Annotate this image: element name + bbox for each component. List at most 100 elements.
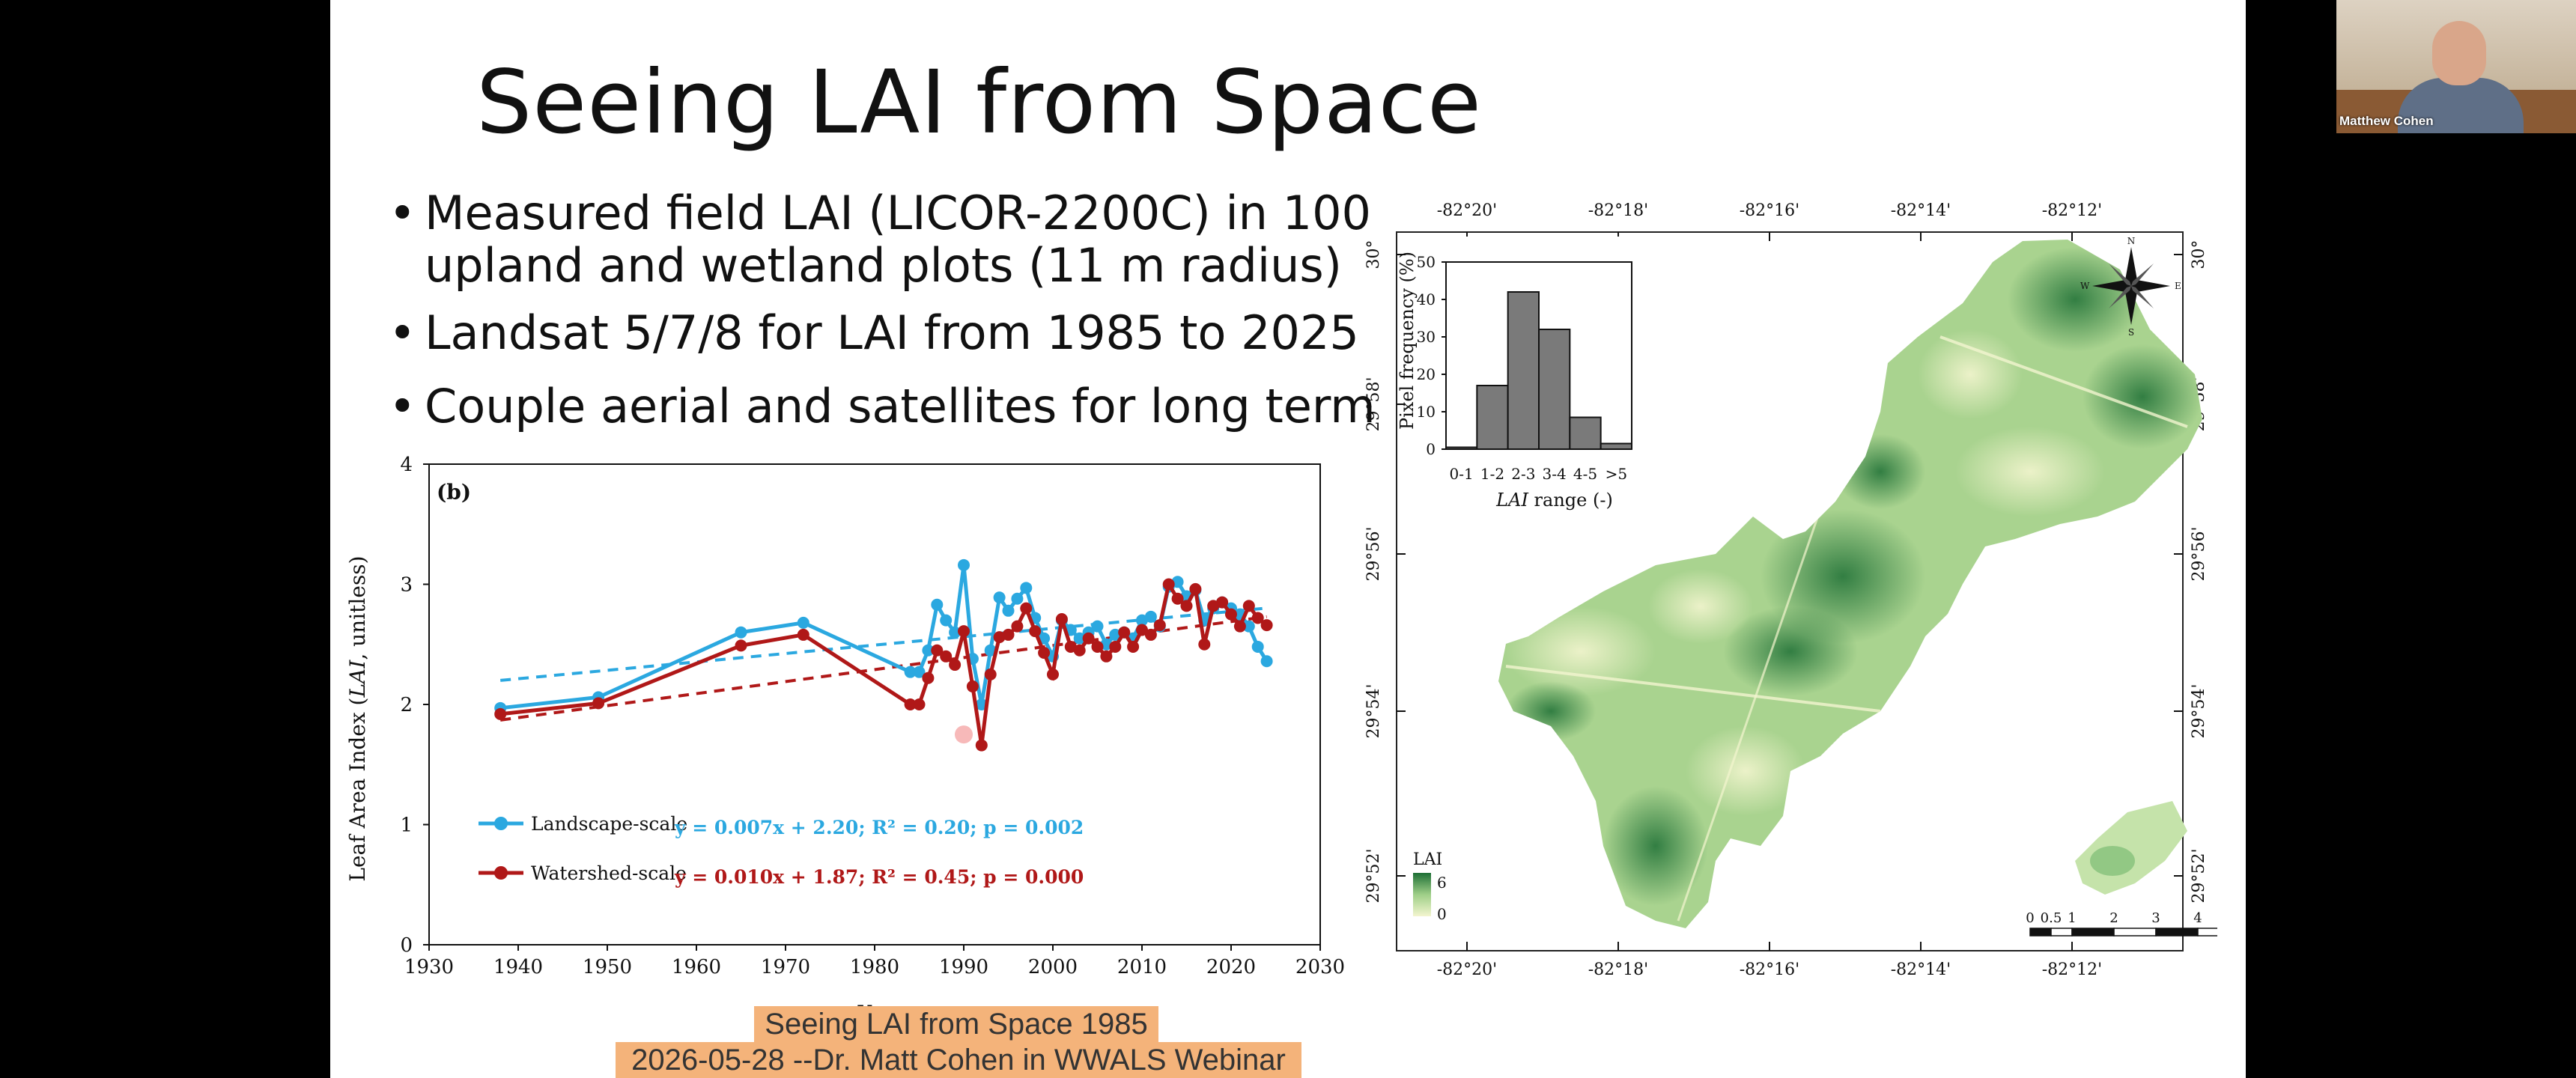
histogram-bar: [1600, 442, 1632, 450]
trend-line: [500, 606, 1267, 682]
scale-bar-label: 0: [2026, 910, 2034, 926]
histogram-y-tick-label: 40: [1417, 290, 1436, 308]
y-axis-label-suffix: , unitless): [345, 555, 370, 660]
histogram-x-tick-label: >5: [1606, 465, 1627, 483]
scale-bar-label: 2: [2109, 910, 2118, 926]
y-axis-label-prefix: Leaf Area Index (: [345, 698, 370, 882]
data-point: [993, 591, 1006, 604]
histogram-x-tick-label: 1-2: [1480, 465, 1504, 483]
histogram-y-tick-label: 20: [1417, 365, 1436, 383]
road-line: [1939, 335, 2188, 428]
data-point: [949, 659, 962, 672]
bullet-dot: •: [389, 379, 416, 433]
lai-patch: [2090, 846, 2135, 876]
data-point: [1242, 600, 1255, 612]
lai-time-series-chart: 1930 1940 1950 1960 1970 1980 1990 2000 2010 2020…: [345, 454, 1345, 1026]
x-tick-label: 2020: [1206, 956, 1256, 978]
data-point: [975, 739, 988, 752]
data-point: [1029, 625, 1042, 638]
legend-swatch-marker: [494, 817, 508, 830]
legend-label: Landscape-scale: [531, 813, 687, 835]
participant-name: Matthew Cohen: [2339, 114, 2434, 128]
bullet-dot: •: [389, 305, 416, 360]
data-point: [913, 666, 926, 678]
bullet-text: Couple aerial and satellites for long te…: [425, 379, 1376, 433]
lai-patch: [1723, 606, 1858, 696]
trend-equation: y = 0.007x + 2.20; R² = 0.20; p = 0.002: [674, 817, 1084, 838]
data-point: [940, 614, 953, 627]
bullet-text: Landsat 5/7/8 for LAI from 1985 to 2025: [425, 305, 1359, 360]
scale-bar-segment: [2155, 928, 2199, 937]
data-point: [1180, 600, 1193, 612]
scale-bar-segment: [2071, 928, 2115, 937]
lai-histogram: 0-1 1-2 2-3 3-4 4-5 >5 0 10 20 30 40 50: [1417, 253, 1632, 483]
data-point: [904, 666, 917, 678]
map-lon-label-bottom: -82°16': [1740, 960, 1799, 979]
x-tick-label: 2030: [1295, 956, 1345, 978]
data-point: [1216, 596, 1229, 609]
series-line: [499, 579, 1269, 746]
map-lon-label-top: -82°18': [1588, 201, 1648, 220]
presentation-slide: Seeing LAI from Space • Measured field LA…: [330, 0, 2246, 1078]
data-point: [1091, 620, 1104, 633]
legend-colorbar: [1413, 873, 1431, 916]
data-point: [1171, 592, 1184, 605]
scale-bar-label: 4: [2193, 910, 2202, 926]
data-point: [1189, 582, 1202, 595]
bullet-item: • Landsat 5/7/8 for LAI from 1985 to 2025: [389, 307, 1359, 359]
scale-bar-segment: [2113, 928, 2157, 937]
data-point: [1144, 628, 1157, 641]
data-point: [1073, 632, 1086, 645]
map-lat-label-right: 29°54': [2190, 683, 2208, 738]
histogram-bar: [1476, 385, 1509, 450]
x-tick-label: 1960: [672, 956, 721, 978]
histogram-x-tick-label: 0-1: [1450, 465, 1474, 483]
scale-bar: 00.512345km: [2026, 910, 2217, 937]
x-tick-label: 1970: [761, 956, 810, 978]
data-point: [1082, 632, 1095, 645]
map-lon-label-top: -82°14': [1891, 201, 1951, 220]
histogram-x-tick-label: 2-3: [1511, 465, 1535, 483]
trend-lines: [499, 606, 1267, 722]
scale-bar-label: 1: [2068, 910, 2076, 926]
webcam-person-head: [2432, 21, 2486, 85]
data-point: [1153, 619, 1166, 632]
data-point: [592, 697, 605, 710]
road-line: [1677, 508, 1822, 922]
data-point: [958, 625, 970, 638]
legend-title: LAI: [1413, 850, 1442, 869]
caption-line-2: 2026-05-28 --Dr. Matt Cohen in WWALS Web…: [616, 1042, 1301, 1078]
data-point: [1002, 604, 1015, 617]
map-lon-label-bottom: -82°18': [1588, 960, 1648, 979]
histogram-x-tick-label: 4-5: [1573, 465, 1597, 483]
data-point: [735, 639, 747, 652]
webcam-person-body: [2398, 78, 2524, 133]
compass-n: N: [2127, 236, 2136, 246]
data-point: [904, 698, 917, 710]
data-point: [797, 616, 809, 629]
histogram-y-tick-label: 50: [1417, 253, 1436, 271]
data-point: [1055, 613, 1068, 626]
map-grid-ticks: -82°20' -82°20' -82°18' -82°18' -82°16' -82°1…: [1364, 201, 2208, 979]
data-point: [1198, 638, 1211, 651]
data-point: [949, 626, 962, 639]
series-watershed-scale: [494, 578, 1273, 752]
lai-patch: [2008, 247, 2142, 352]
histogram-frame: [1445, 261, 1632, 450]
map-lat-label-left: 29°52': [1364, 848, 1383, 903]
road-line: [1505, 665, 1881, 713]
x-tick-label: 1980: [850, 956, 899, 978]
data-point: [1251, 612, 1264, 624]
data-point: [1109, 640, 1122, 653]
series-group: [494, 558, 1273, 752]
data-point: [1002, 628, 1015, 641]
webcam-thumbnail[interactable]: Matthew Cohen: [2336, 0, 2576, 133]
data-point: [984, 644, 997, 657]
legend-max: 6: [1437, 874, 1447, 892]
map-lat-label-left: 30°: [1364, 240, 1383, 270]
x-tick-label: 1930: [404, 956, 454, 978]
y-tick-label: 4: [400, 454, 413, 476]
map-lon-label-bottom: -82°20': [1437, 960, 1497, 979]
highlight-marker: [955, 725, 973, 744]
